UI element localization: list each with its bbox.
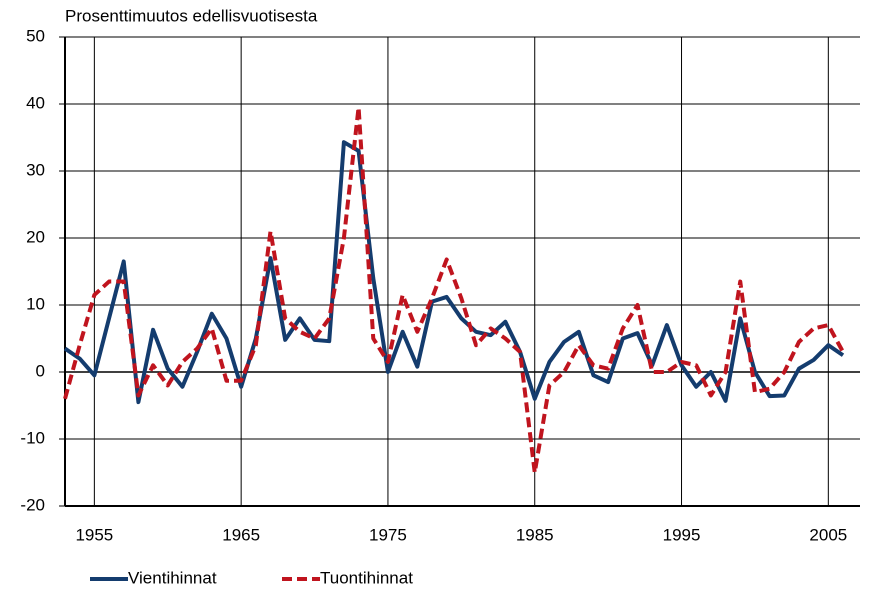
x-tick-label: 1975 bbox=[369, 525, 407, 544]
x-tick-label: 1995 bbox=[663, 525, 701, 544]
x-tick-label: 2005 bbox=[809, 525, 847, 544]
y-tick-label: 50 bbox=[26, 26, 45, 45]
legend-label: Vientihinnat bbox=[128, 568, 217, 587]
line-series bbox=[63, 140, 845, 405]
y-tick-label: 20 bbox=[26, 227, 45, 246]
x-tick-label: 1965 bbox=[222, 525, 260, 544]
chart-title: Prosenttimuutos edellisvuotisesta bbox=[65, 6, 318, 25]
line-series bbox=[63, 105, 845, 475]
x-tick-label: 1985 bbox=[516, 525, 554, 544]
y-tick-label: -10 bbox=[20, 428, 45, 447]
y-tick-label: -20 bbox=[20, 495, 45, 514]
legend-label: Tuontihinnat bbox=[320, 568, 413, 587]
y-tick-label: 30 bbox=[26, 160, 45, 179]
y-tick-label: 0 bbox=[36, 361, 45, 380]
y-tick-label: 10 bbox=[26, 294, 45, 313]
y-tick-label: 40 bbox=[26, 93, 45, 112]
x-tick-label: 1955 bbox=[75, 525, 113, 544]
